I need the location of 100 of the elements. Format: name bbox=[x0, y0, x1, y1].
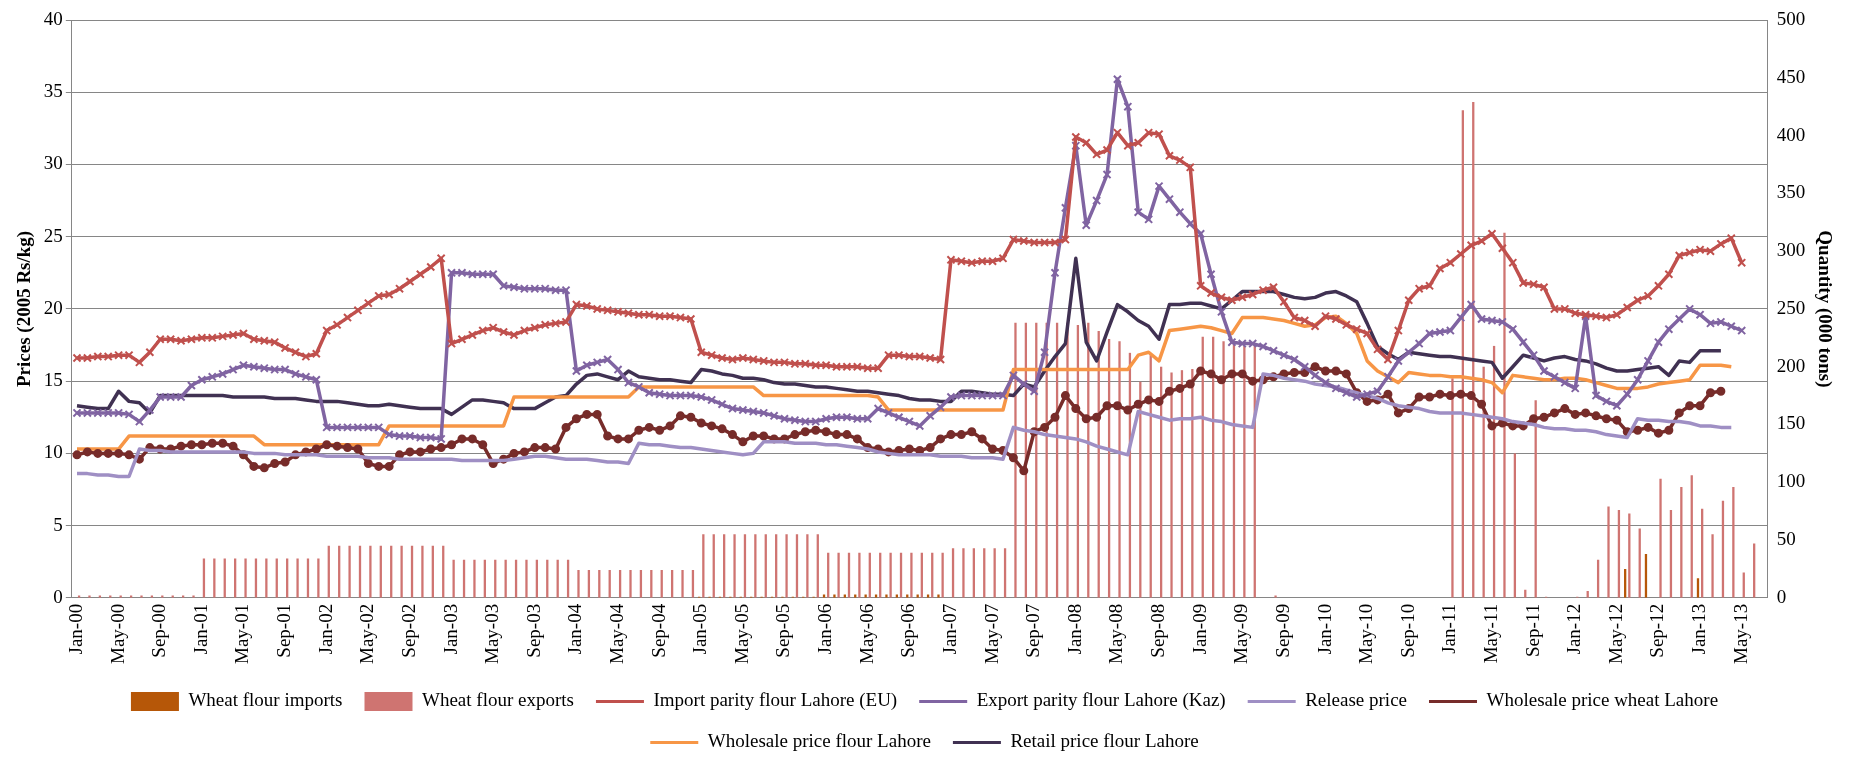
y2-tick-label: 150 bbox=[1776, 412, 1806, 434]
x-tick-label: Jan-10 bbox=[1313, 603, 1335, 655]
y-tick-label: 5 bbox=[53, 513, 63, 535]
bar bbox=[629, 570, 632, 598]
x-tick-label: May-00 bbox=[106, 603, 128, 664]
bar bbox=[348, 545, 351, 598]
x-tick-label: Jan-13 bbox=[1688, 603, 1710, 655]
bar bbox=[525, 559, 528, 598]
y-tick-label: 0 bbox=[53, 585, 63, 607]
x-tick-label: May-01 bbox=[231, 603, 253, 664]
bar bbox=[941, 552, 944, 598]
y-tick-label: 40 bbox=[43, 7, 63, 29]
x-tick-label: Sep-09 bbox=[1271, 603, 1293, 658]
bar bbox=[754, 534, 757, 598]
y-tick-label: 10 bbox=[43, 441, 63, 463]
bar bbox=[733, 534, 736, 598]
bar bbox=[1711, 534, 1714, 598]
y2-tick-label: 50 bbox=[1776, 528, 1796, 550]
y2-axis-title: Quantity (000 tons) bbox=[1813, 230, 1836, 388]
x-tick-label: May-06 bbox=[855, 603, 877, 664]
y2-tick-label: 350 bbox=[1776, 181, 1806, 203]
bar bbox=[577, 570, 580, 598]
x-tick-label: May-11 bbox=[1479, 603, 1501, 664]
y2-tick-label: 200 bbox=[1776, 354, 1806, 376]
legend-label: Wheat flour exports bbox=[422, 689, 574, 711]
x-tick-label: Jan-08 bbox=[1063, 603, 1085, 655]
legend-label: Wholesale price wheat Lahore bbox=[1486, 689, 1719, 711]
x-tick-label: Jan-07 bbox=[938, 603, 960, 655]
bar bbox=[369, 545, 372, 598]
x-tick-label: Sep-10 bbox=[1396, 603, 1418, 658]
x-tick-label: Jan-12 bbox=[1563, 603, 1585, 655]
legend-label: Release price bbox=[1305, 689, 1408, 711]
bar bbox=[1659, 478, 1662, 598]
legend-label: Wheat flour imports bbox=[188, 689, 343, 711]
bar bbox=[806, 534, 809, 598]
bar bbox=[837, 552, 840, 598]
legend-label: Retail price flour Lahore bbox=[1010, 730, 1199, 752]
x-tick-label: Sep-05 bbox=[772, 603, 794, 658]
x-tick-label: May-05 bbox=[730, 603, 752, 664]
bar bbox=[244, 558, 247, 598]
legend-label: Import parity flour Lahore (EU) bbox=[653, 689, 898, 712]
bar bbox=[937, 594, 940, 598]
bar bbox=[1607, 506, 1610, 598]
bar bbox=[785, 534, 788, 598]
x-tick-label: Sep-00 bbox=[148, 603, 170, 658]
x-tick-label: Jan-06 bbox=[814, 603, 836, 655]
y2-tick-label: 250 bbox=[1776, 296, 1806, 318]
x-tick-label: May-09 bbox=[1230, 603, 1252, 664]
y2-tick-label: 450 bbox=[1776, 65, 1806, 87]
x-tick-label: Sep-06 bbox=[897, 603, 919, 658]
bar bbox=[885, 594, 888, 598]
x-tick-label: Jan-04 bbox=[564, 603, 586, 655]
bar bbox=[265, 558, 268, 598]
y2-tick-label: 500 bbox=[1776, 7, 1806, 29]
y2-tick-label: 300 bbox=[1776, 239, 1806, 261]
x-tick-label: Sep-11 bbox=[1521, 603, 1543, 657]
bar bbox=[910, 552, 913, 598]
bar bbox=[889, 552, 892, 598]
x-tick-label: May-03 bbox=[481, 603, 503, 664]
bar bbox=[858, 552, 861, 598]
bar bbox=[317, 558, 320, 598]
x-tick-label: May-08 bbox=[1105, 603, 1127, 664]
x-tick-label: Sep-04 bbox=[647, 603, 669, 658]
bar bbox=[296, 558, 299, 598]
x-tick-label: May-07 bbox=[980, 603, 1002, 664]
x-tick-label: Jan-03 bbox=[439, 603, 461, 655]
bar bbox=[962, 548, 965, 598]
x-tick-label: May-04 bbox=[606, 603, 628, 664]
bar bbox=[681, 570, 684, 598]
x-tick-label: Sep-03 bbox=[522, 603, 544, 658]
y2-tick-label: 100 bbox=[1776, 470, 1806, 492]
bar bbox=[421, 545, 424, 598]
x-tick-label: May-12 bbox=[1604, 603, 1626, 664]
y2-tick-label: 0 bbox=[1776, 585, 1787, 607]
x-tick-label: Jan-02 bbox=[314, 603, 336, 655]
bar bbox=[400, 545, 403, 598]
x-tick-label: Sep-08 bbox=[1147, 603, 1169, 658]
x-tick-label: Sep-12 bbox=[1646, 603, 1668, 658]
x-tick-label: May-13 bbox=[1729, 603, 1751, 664]
x-tick-label: Jan-01 bbox=[189, 603, 211, 655]
y-tick-label: 35 bbox=[43, 80, 63, 102]
x-tick-label: Sep-02 bbox=[397, 603, 419, 658]
x-tick-label: Sep-07 bbox=[1022, 603, 1044, 658]
bar bbox=[1732, 486, 1735, 598]
y-tick-label: 15 bbox=[43, 369, 63, 391]
x-tick-label: Jan-11 bbox=[1438, 603, 1460, 654]
bar bbox=[452, 559, 455, 598]
y-tick-label: 20 bbox=[43, 296, 63, 318]
y-axis-title: Prices (2005 Rs/kg) bbox=[13, 230, 36, 388]
y-tick-label: 30 bbox=[43, 152, 63, 174]
x-tick-label: Jan-00 bbox=[64, 603, 86, 655]
bar bbox=[473, 559, 476, 598]
x-tick-label: Sep-01 bbox=[273, 603, 295, 658]
x-tick-label: Jan-09 bbox=[1188, 603, 1210, 655]
x-tick-label: May-10 bbox=[1355, 603, 1377, 664]
bar bbox=[833, 594, 836, 598]
y2-tick-label: 400 bbox=[1776, 123, 1806, 145]
x-tick-label: Jan-05 bbox=[689, 603, 711, 655]
y-tick-label: 25 bbox=[43, 224, 63, 246]
x-tick-label: May-02 bbox=[356, 603, 378, 664]
